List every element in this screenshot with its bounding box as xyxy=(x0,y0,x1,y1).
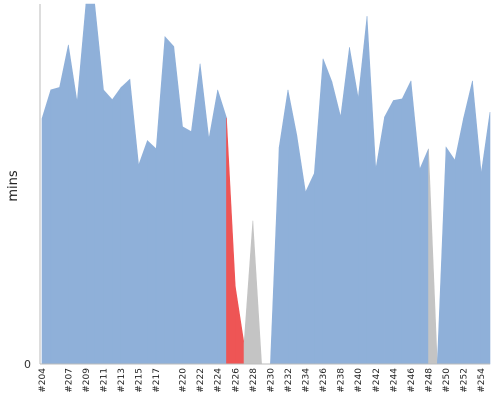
area-segment-build-209 xyxy=(76,3,87,365)
area-segment-build-239 xyxy=(340,47,350,365)
area-segment-build-231 xyxy=(270,147,280,365)
area-segment-build-255 xyxy=(480,111,491,365)
area-segment-build-227 xyxy=(234,286,245,365)
x-tick-label: #246 xyxy=(407,368,417,393)
area-segment-build-250 xyxy=(436,147,447,365)
x-axis-ticks: #204 #207 #209 #211 #213 #215 #217 #220 #222 #224… xyxy=(38,368,487,393)
area-segment-build-225 xyxy=(217,89,227,365)
x-tick-label: #238 xyxy=(337,368,347,393)
area-series xyxy=(41,3,491,365)
area-segment-build-244 xyxy=(384,100,394,365)
area-segment-build-229 xyxy=(252,220,262,365)
area-segment-build-221 xyxy=(182,126,192,365)
area-segment-build-254 xyxy=(472,80,482,365)
x-tick-label: #250 xyxy=(442,368,452,393)
x-tick-label: #254 xyxy=(477,368,487,393)
x-tick-label: #224 xyxy=(214,368,224,393)
x-tick-label: #232 xyxy=(284,368,294,393)
area-segment-build-249 xyxy=(428,148,438,365)
x-tick-label: #204 xyxy=(38,368,48,393)
area-segment-build-210 xyxy=(85,3,96,365)
area-segment-build-214 xyxy=(120,78,131,365)
x-tick-label: #213 xyxy=(117,368,127,393)
area-segment-build-206 xyxy=(50,87,60,365)
area-segment-build-216 xyxy=(138,140,148,365)
x-tick-label: #222 xyxy=(196,368,206,393)
area-segment-build-215 xyxy=(129,79,139,365)
y-tick-label-0: 0 xyxy=(24,358,31,371)
area-segment-build-238 xyxy=(331,81,341,365)
area-segment-build-222 xyxy=(191,63,201,365)
area-segment-build-246 xyxy=(401,80,412,365)
x-tick-label: #240 xyxy=(354,368,364,393)
x-tick-label: #230 xyxy=(266,368,276,393)
area-segment-build-224 xyxy=(208,89,218,365)
area-segment-build-245 xyxy=(393,98,403,365)
area-segment-build-220 xyxy=(173,46,183,365)
area-segment-build-235 xyxy=(305,173,315,365)
x-tick-label: #215 xyxy=(135,368,145,393)
area-segment-build-228 xyxy=(243,220,254,365)
x-tick-label: #207 xyxy=(64,368,74,393)
x-tick-label: #217 xyxy=(152,368,162,393)
area-segment-build-252 xyxy=(454,117,464,365)
area-segment-build-241 xyxy=(357,16,368,365)
area-segment-build-219 xyxy=(164,35,175,365)
area-segment-build-218 xyxy=(155,36,166,365)
area-segment-build-247 xyxy=(410,80,421,365)
x-tick-label: #211 xyxy=(99,368,109,393)
area-segment-build-226 xyxy=(226,117,236,365)
area-segment-build-205 xyxy=(41,89,52,365)
area-segment-build-211 xyxy=(94,3,104,365)
area-segment-build-234 xyxy=(296,134,306,365)
area-segment-build-237 xyxy=(322,58,333,365)
x-tick-label: #252 xyxy=(460,368,470,393)
area-segment-build-233 xyxy=(287,89,298,365)
area-segment-build-223 xyxy=(199,63,210,365)
y-axis-label: mins xyxy=(6,170,21,202)
x-tick-label: #209 xyxy=(82,368,92,393)
area-segment-build-232 xyxy=(278,89,289,365)
x-tick-label: #228 xyxy=(249,368,259,393)
area-segment-build-213 xyxy=(111,86,122,365)
x-tick-label: #236 xyxy=(319,368,329,393)
area-segment-build-236 xyxy=(314,58,324,365)
area-segment-build-212 xyxy=(103,89,113,365)
area-segment-build-243 xyxy=(375,116,385,365)
area-segment-build-217 xyxy=(147,139,157,365)
area-segment-build-208 xyxy=(68,44,78,365)
area-segment-build-253 xyxy=(463,80,473,365)
x-tick-label: #242 xyxy=(372,368,382,393)
x-tick-label: #220 xyxy=(179,368,189,393)
x-tick-label: #244 xyxy=(389,368,399,393)
area-segment-build-207 xyxy=(59,44,69,365)
x-tick-label: #234 xyxy=(302,368,312,393)
x-tick-label: #226 xyxy=(231,368,241,393)
x-tick-label: #248 xyxy=(425,368,435,393)
area-segment-build-240 xyxy=(349,47,359,365)
area-segment-build-248 xyxy=(419,148,429,365)
area-segment-build-242 xyxy=(366,16,377,365)
area-segment-build-251 xyxy=(445,146,456,365)
